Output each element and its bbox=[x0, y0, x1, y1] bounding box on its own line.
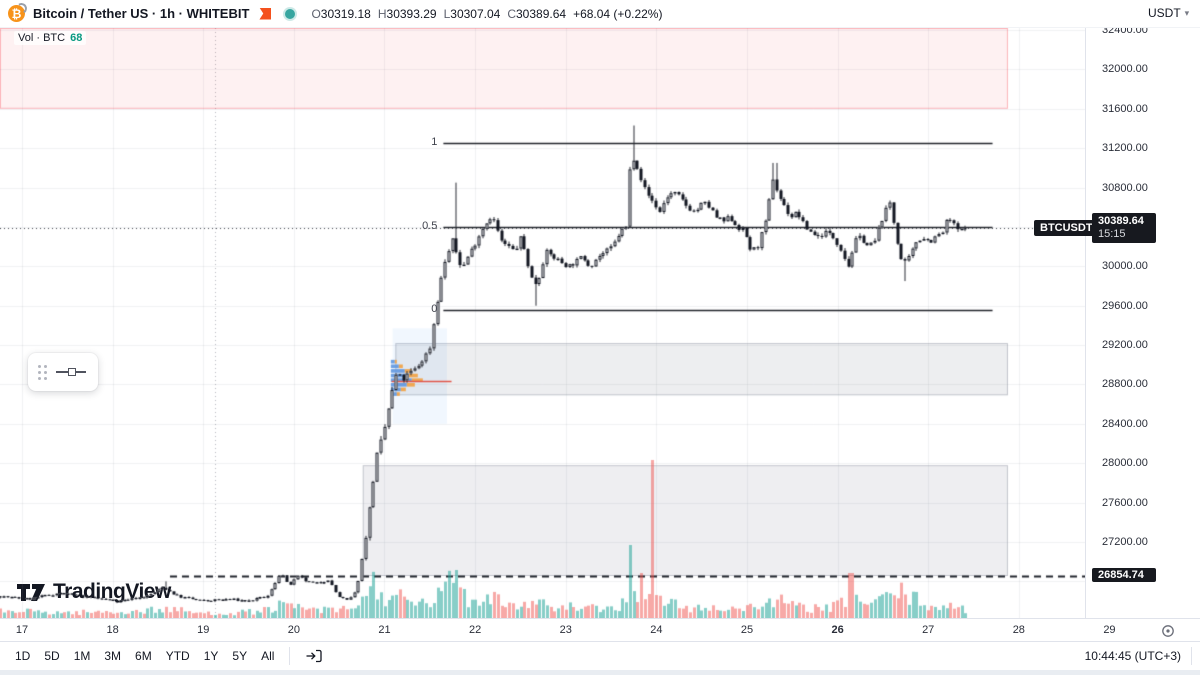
ohlc-values: O30319.18 H30393.29 L30307.04 C30389.64 … bbox=[311, 7, 662, 21]
symbol-price-tag: BTCUSDT bbox=[1034, 219, 1099, 236]
open-label: O bbox=[311, 6, 321, 21]
volume-legend-value: 68 bbox=[70, 32, 83, 44]
range-button-5y[interactable]: 5Y bbox=[232, 649, 248, 663]
time-tick: 29 bbox=[1103, 624, 1116, 636]
level-price-label: 26854.74 bbox=[1092, 567, 1156, 582]
time-tick: 23 bbox=[559, 624, 572, 636]
bottom-strip bbox=[0, 670, 1200, 675]
time-tick: 17 bbox=[15, 624, 29, 636]
high-label: H bbox=[377, 6, 387, 21]
price-tick: 27200.00 bbox=[1102, 536, 1148, 548]
price-tick: 28400.00 bbox=[1102, 417, 1148, 430]
volume-legend[interactable]: Vol · BTC 68 bbox=[14, 31, 87, 45]
price-tick: 31200.00 bbox=[1102, 142, 1148, 155]
go-to-date-button[interactable] bbox=[298, 646, 329, 666]
bottom-toolbar: 1D 5D 1M 3M 6M YTD 1Y 5Y All 10:44:45 (UTC+3) bbox=[0, 641, 1200, 670]
range-button-1y[interactable]: 1Y bbox=[203, 649, 219, 663]
symbol-info-bar: ₿ Bitcoin / Tether US · 1h · WHITEBIT O3… bbox=[0, 0, 1200, 28]
time-tick: 28 bbox=[1012, 624, 1025, 636]
range-button-6m[interactable]: 6M bbox=[135, 649, 152, 663]
toolbar-divider bbox=[289, 647, 291, 665]
price-tick: 30800.00 bbox=[1102, 181, 1148, 194]
currency-label: USDT bbox=[1148, 6, 1181, 20]
price-tick: 28800.00 bbox=[1102, 378, 1148, 391]
price-tick: 30000.00 bbox=[1102, 260, 1148, 273]
date-range-switcher: 1D 5D 1M 3M 6M YTD 1Y 5Y All bbox=[8, 646, 281, 666]
current-price-value: 30389.64 bbox=[1098, 214, 1144, 227]
time-axis[interactable]: 17 18 19 20 21 22 23 24 25 26 27 28 29 bbox=[0, 618, 1200, 641]
high-value: 30393.29 bbox=[386, 6, 437, 21]
price-tick: 29200.00 bbox=[1102, 339, 1148, 352]
toolbar-divider-right bbox=[1191, 647, 1192, 665]
current-price-label: 30389.64 15:15 bbox=[1092, 212, 1156, 243]
time-tick: 20 bbox=[287, 624, 300, 636]
change-value: +68.04 (+0.22%) bbox=[573, 6, 663, 21]
range-button-5d[interactable]: 5D bbox=[44, 649, 60, 663]
range-button-1m[interactable]: 1M bbox=[73, 649, 91, 663]
time-tick: 22 bbox=[468, 624, 482, 636]
chevron-down-icon: ▾ bbox=[1184, 7, 1190, 18]
time-tick: 27 bbox=[922, 624, 935, 636]
currency-selector[interactable]: USDT ▾ bbox=[1148, 6, 1189, 20]
price-chart-canvas[interactable] bbox=[0, 28, 1085, 618]
range-button-all[interactable]: All bbox=[261, 649, 275, 663]
price-tick: 27600.00 bbox=[1102, 496, 1148, 509]
fib-level-label: 1 bbox=[431, 136, 438, 149]
market-status-icon[interactable] bbox=[285, 8, 296, 19]
price-axis[interactable]: 32400.00 32000.00 31600.00 31200.00 30800.00… bbox=[1034, 24, 1200, 618]
drawing-floating-toolbar[interactable] bbox=[28, 353, 98, 391]
time-tick: 26 bbox=[831, 624, 844, 636]
time-tick: 25 bbox=[740, 624, 754, 636]
open-value: 30319.18 bbox=[320, 6, 371, 21]
range-button-3m[interactable]: 3M bbox=[104, 649, 122, 663]
time-tick: 18 bbox=[106, 624, 119, 636]
symbol-title[interactable]: Bitcoin / Tether US · 1h · WHITEBIT bbox=[33, 6, 250, 21]
exchange-flag-icon bbox=[259, 7, 272, 20]
bar-countdown: 15:15 bbox=[1098, 227, 1126, 240]
range-button-1d[interactable]: 1D bbox=[15, 649, 31, 663]
range-button-ytd[interactable]: YTD bbox=[165, 649, 190, 663]
time-tick: 24 bbox=[650, 624, 663, 636]
session-clock[interactable]: 10:44:45 (UTC+3) bbox=[1084, 649, 1181, 663]
time-tick: 19 bbox=[197, 624, 210, 636]
price-tick: 29600.00 bbox=[1102, 299, 1148, 312]
toolbar-right: 10:44:45 (UTC+3) bbox=[1079, 647, 1200, 665]
price-tick: 28000.00 bbox=[1102, 457, 1148, 470]
fib-level-label: 0 bbox=[431, 303, 438, 316]
go-to-date-icon bbox=[306, 649, 323, 663]
price-tick: 31600.00 bbox=[1102, 102, 1148, 115]
low-label: L bbox=[443, 6, 451, 21]
fib-level-label: 0.5 bbox=[422, 219, 438, 232]
price-tick: 32000.00 bbox=[1102, 63, 1148, 76]
low-value: 30307.04 bbox=[450, 6, 501, 21]
axis-settings-icon[interactable] bbox=[1160, 623, 1176, 639]
close-label: C bbox=[507, 6, 516, 21]
time-tick: 21 bbox=[378, 624, 391, 636]
horizontal-line-tool-icon[interactable] bbox=[56, 367, 86, 377]
volume-legend-label: Vol · BTC bbox=[18, 32, 66, 44]
bitcoin-logo-icon[interactable]: ₿ bbox=[8, 5, 25, 22]
drag-handle-icon[interactable] bbox=[38, 364, 47, 380]
close-value: 30389.64 bbox=[516, 6, 567, 21]
